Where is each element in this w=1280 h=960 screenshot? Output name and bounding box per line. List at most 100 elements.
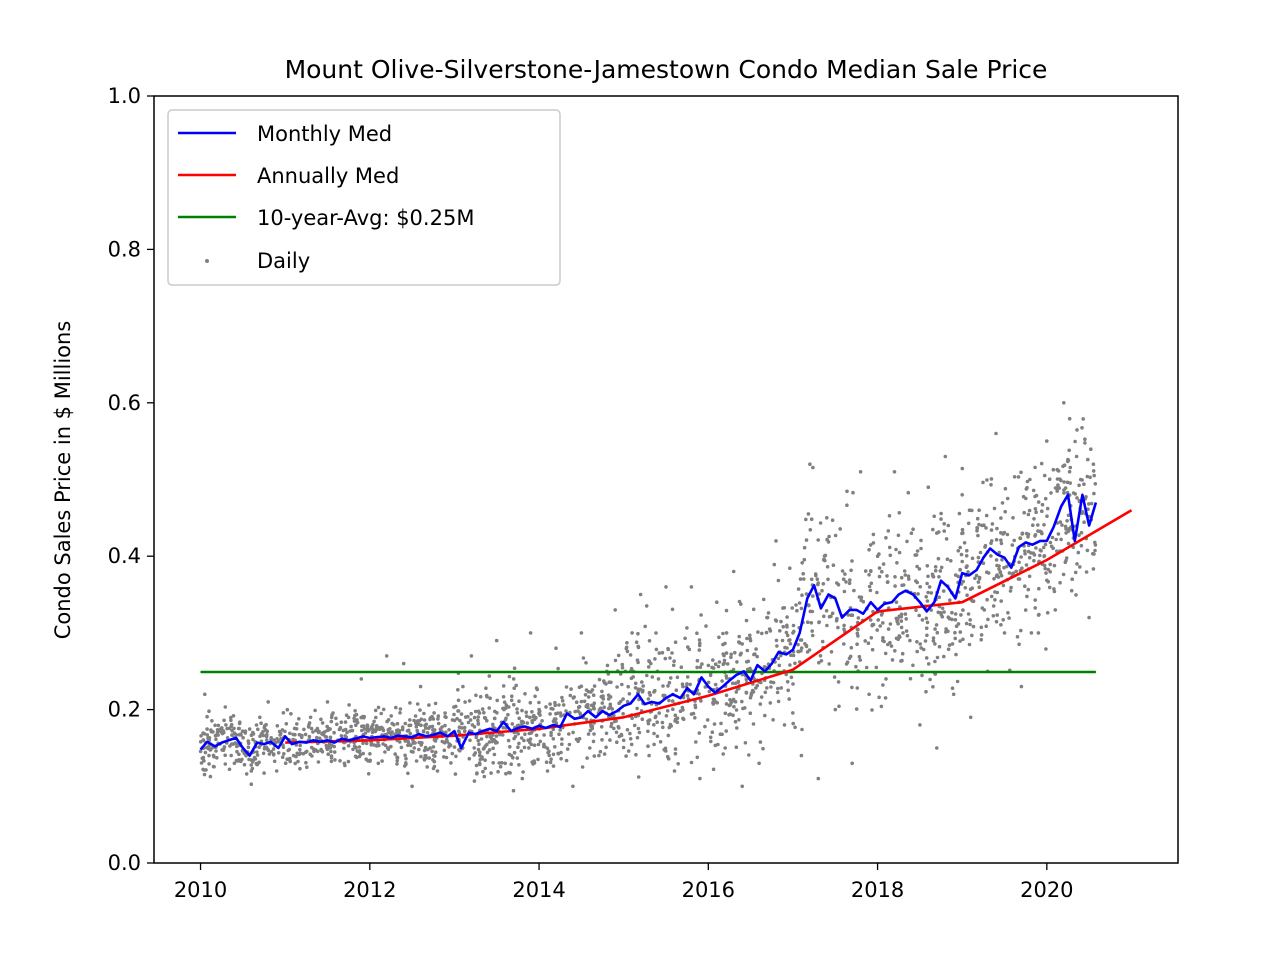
daily-point (1075, 496, 1079, 500)
daily-point (519, 719, 524, 724)
daily-point (516, 732, 520, 736)
daily-point (830, 518, 835, 522)
daily-point (512, 666, 517, 670)
daily-point (989, 528, 994, 532)
daily-point (1043, 566, 1047, 571)
daily-point (994, 431, 998, 436)
daily-point (480, 707, 485, 711)
daily-point (399, 745, 404, 750)
daily-point (1042, 473, 1047, 478)
daily-point (1043, 542, 1048, 547)
daily-point (517, 741, 521, 746)
daily-point (624, 646, 629, 651)
daily-point (938, 569, 943, 573)
daily-point (850, 685, 854, 690)
daily-point (1036, 631, 1041, 635)
daily-point (661, 725, 665, 730)
daily-point (519, 749, 524, 753)
plot-area (198, 401, 1133, 793)
daily-point (295, 751, 300, 756)
daily-point (897, 550, 902, 555)
daily-point (460, 721, 464, 726)
daily-point (544, 705, 548, 709)
daily-point (809, 621, 814, 625)
daily-point (909, 531, 914, 535)
daily-point (481, 769, 485, 774)
daily-point (656, 677, 661, 681)
daily-point (629, 742, 634, 747)
daily-point (600, 701, 605, 705)
daily-point (353, 709, 357, 713)
daily-point (309, 745, 314, 750)
daily-point (1077, 533, 1081, 537)
daily-point (281, 745, 286, 750)
daily-point (851, 490, 855, 495)
daily-point (422, 756, 427, 761)
daily-point (632, 723, 637, 728)
daily-point (494, 734, 499, 738)
daily-point (903, 573, 908, 577)
daily-point (893, 649, 897, 653)
daily-point (956, 549, 961, 553)
daily-point (1061, 572, 1066, 577)
daily-point (1068, 465, 1073, 470)
daily-point (199, 734, 203, 738)
daily-point (675, 720, 680, 724)
daily-point (608, 738, 612, 742)
daily-point (799, 753, 804, 758)
daily-point (737, 640, 741, 644)
daily-point (854, 707, 859, 711)
daily-point (584, 717, 589, 722)
daily-point (212, 754, 216, 759)
daily-point (843, 572, 847, 576)
daily-point (989, 541, 993, 545)
daily-point (1075, 562, 1079, 566)
daily-point (617, 726, 621, 730)
daily-point (937, 595, 941, 600)
daily-point (430, 714, 434, 719)
daily-point (241, 736, 245, 740)
daily-point (999, 599, 1003, 603)
daily-point (283, 729, 287, 734)
daily-point (942, 529, 946, 533)
daily-point (614, 730, 619, 735)
daily-point (298, 751, 303, 756)
daily-point (1064, 558, 1068, 563)
daily-point (959, 613, 963, 617)
daily-point (1056, 532, 1061, 536)
daily-point (680, 705, 685, 710)
daily-point (899, 614, 904, 619)
daily-point (858, 658, 862, 662)
daily-point (371, 722, 375, 727)
daily-point (825, 516, 829, 520)
daily-point (431, 745, 436, 749)
daily-point (485, 734, 489, 739)
daily-point (280, 755, 285, 759)
daily-point (925, 599, 930, 603)
daily-point (1063, 486, 1068, 490)
legend-swatch-daily (205, 259, 209, 263)
daily-point (724, 651, 729, 655)
daily-point (422, 718, 427, 722)
daily-point (771, 718, 775, 722)
daily-point (501, 695, 506, 699)
daily-point (1003, 509, 1007, 514)
daily-point (1009, 585, 1013, 590)
daily-point (943, 454, 948, 459)
daily-point (1050, 535, 1055, 540)
daily-point (1082, 482, 1086, 487)
daily-point (817, 620, 821, 625)
daily-point (1047, 477, 1052, 482)
daily-point (371, 727, 375, 731)
daily-point (1010, 543, 1015, 547)
daily-point (406, 771, 410, 776)
daily-point (395, 758, 400, 763)
daily-point (924, 616, 929, 621)
daily-point (917, 613, 921, 618)
daily-point (509, 753, 514, 758)
daily-point (775, 644, 779, 648)
daily-point (553, 700, 557, 705)
daily-point (735, 726, 739, 730)
daily-point (549, 757, 553, 761)
daily-point (840, 569, 845, 573)
